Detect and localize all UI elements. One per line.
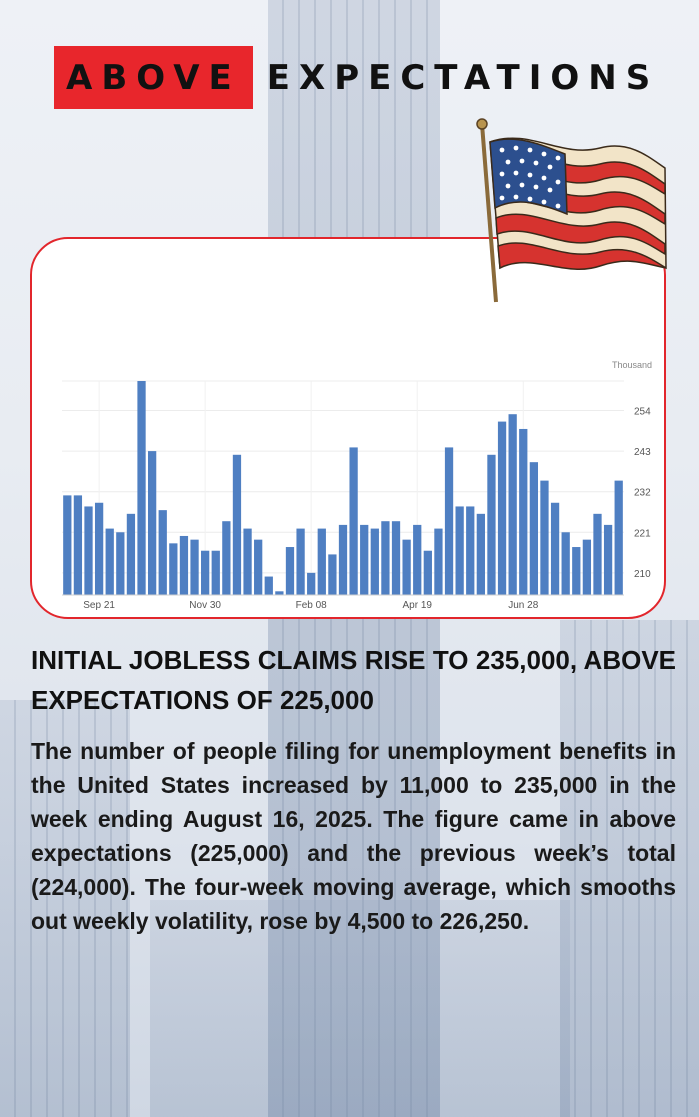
bar bbox=[582, 539, 592, 595]
bar bbox=[201, 550, 210, 595]
bar bbox=[84, 506, 93, 595]
bar bbox=[402, 539, 411, 595]
bar bbox=[487, 454, 496, 595]
bar bbox=[190, 539, 199, 595]
x-tick-label: Sep 21 bbox=[83, 600, 115, 611]
bar bbox=[508, 414, 517, 595]
bar bbox=[105, 528, 114, 595]
bar bbox=[370, 528, 379, 595]
headline: INITIAL JOBLESS CLAIMS RISE TO 235,000, … bbox=[31, 645, 676, 715]
bar bbox=[593, 513, 602, 595]
bar bbox=[455, 506, 464, 595]
bar bbox=[529, 462, 539, 595]
bar bbox=[307, 572, 316, 595]
y-tick-label: 243 bbox=[634, 447, 651, 458]
bar bbox=[169, 543, 178, 595]
bar bbox=[413, 524, 422, 595]
bar bbox=[328, 554, 337, 595]
y-tick-label: 232 bbox=[634, 488, 651, 499]
bar bbox=[603, 524, 613, 595]
bar bbox=[519, 428, 528, 595]
bar bbox=[243, 528, 252, 595]
x-tick-label: Apr 19 bbox=[402, 600, 432, 611]
header-highlight-text: ABOVE bbox=[66, 57, 241, 98]
bar bbox=[572, 547, 581, 595]
x-tick-label: Nov 30 bbox=[189, 600, 221, 611]
bar bbox=[444, 447, 454, 595]
bar bbox=[360, 524, 369, 595]
header-highlight-box: ABOVE bbox=[54, 46, 253, 109]
bar bbox=[275, 591, 284, 595]
bar bbox=[381, 521, 390, 595]
bar bbox=[158, 510, 167, 595]
bar bbox=[561, 532, 570, 595]
bar bbox=[126, 513, 136, 595]
y-tick-label: 210 bbox=[634, 569, 651, 580]
bar bbox=[73, 495, 83, 595]
y-tick-label: 221 bbox=[634, 528, 651, 539]
bar bbox=[423, 550, 432, 595]
y-tick-label: 254 bbox=[634, 407, 651, 418]
header-title-rest: EXPECTATIONS bbox=[266, 57, 660, 98]
bar bbox=[317, 528, 326, 595]
bar-chart: 210 221 232 243 254 Thousand Sep 21 Nov 30 Feb 0… bbox=[62, 360, 652, 611]
bar bbox=[264, 576, 273, 595]
bar bbox=[391, 521, 401, 595]
bar bbox=[434, 528, 443, 595]
bar bbox=[540, 480, 549, 595]
bar bbox=[254, 539, 263, 595]
bar bbox=[222, 521, 231, 595]
bar bbox=[211, 550, 220, 595]
bar bbox=[296, 528, 305, 595]
bar bbox=[63, 495, 72, 595]
bar bbox=[338, 524, 348, 595]
bar bbox=[497, 421, 507, 595]
bar bbox=[116, 532, 125, 595]
y-axis-unit: Thousand bbox=[612, 360, 652, 370]
bar bbox=[147, 451, 157, 595]
bar bbox=[285, 547, 295, 595]
bar bbox=[550, 502, 560, 595]
bar bbox=[179, 535, 189, 595]
bar bbox=[137, 381, 146, 595]
bar bbox=[232, 454, 242, 595]
chart-card: 210 221 232 243 254 Thousand Sep 21 Nov 30 Feb 0… bbox=[30, 237, 666, 619]
article-body: The number of people filing for unemploy… bbox=[31, 738, 676, 934]
bar bbox=[349, 447, 358, 595]
bar bbox=[466, 506, 475, 595]
american-flag-icon bbox=[476, 118, 667, 303]
x-tick-label: Feb 08 bbox=[296, 600, 328, 611]
bar bbox=[476, 513, 485, 595]
x-tick-label: Jun 28 bbox=[508, 600, 538, 611]
page-header: ABOVE EXPECTATIONS bbox=[54, 46, 659, 109]
bar bbox=[94, 502, 104, 595]
bar bbox=[614, 480, 623, 595]
